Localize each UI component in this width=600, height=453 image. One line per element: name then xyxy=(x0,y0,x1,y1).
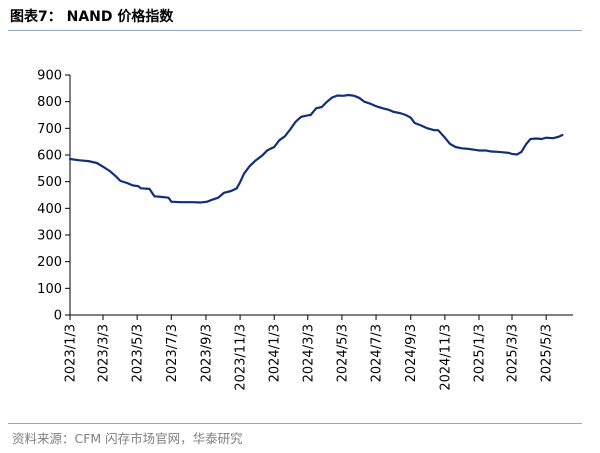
y-tick-label: 300 xyxy=(37,229,62,244)
x-axis: 2023/1/3 2023/3/3 2023/5/3 2023/7/3 2023/9/3… xyxy=(64,314,573,391)
x-tick-label: 2023/3/3 xyxy=(97,324,112,382)
x-tick-label: 2024/9/3 xyxy=(404,324,419,382)
x-tick-label: 2023/9/3 xyxy=(199,324,214,382)
y-tick-label: 700 xyxy=(37,122,62,137)
source-note: 资料来源：CFM 闪存市场官网，华泰研究 xyxy=(12,431,243,446)
x-tick-label: 2025/1/3 xyxy=(473,324,488,382)
series-line-0 xyxy=(68,93,564,204)
x-tick-label: 2023/5/3 xyxy=(131,324,146,382)
y-tick-label: 200 xyxy=(37,255,62,270)
y-axis: 0 100 200 300 400 500 600 700 800 900 xyxy=(37,69,71,324)
chart-title: 图表7： NAND 价格指数 xyxy=(10,9,174,25)
x-tick-label: 2023/11/3 xyxy=(234,324,249,391)
x-tick-label: 2023/1/3 xyxy=(64,324,79,382)
y-tick-label: 600 xyxy=(37,149,62,164)
x-tick-label: 2024/7/3 xyxy=(370,324,385,382)
x-tick-label: 2024/11/3 xyxy=(438,324,453,391)
x-tick-label: 2025/5/3 xyxy=(540,324,555,382)
y-tick-label: 900 xyxy=(37,69,62,84)
top-divider xyxy=(8,30,582,31)
y-tick-label: 500 xyxy=(37,175,62,190)
series-layer xyxy=(68,93,564,204)
bottom-divider xyxy=(8,423,582,424)
y-tick-label: 800 xyxy=(37,95,62,110)
x-tick-label: 2025/3/3 xyxy=(506,324,521,382)
x-tick-label: 2024/5/3 xyxy=(335,324,350,382)
y-tick-label: 100 xyxy=(37,282,62,297)
x-tick-label: 2023/7/3 xyxy=(165,324,180,382)
y-tick-label: 400 xyxy=(37,202,62,217)
x-tick-label: 2024/3/3 xyxy=(301,324,316,382)
y-tick-label: 0 xyxy=(54,309,62,324)
x-tick-label: 2024/1/3 xyxy=(268,324,283,382)
